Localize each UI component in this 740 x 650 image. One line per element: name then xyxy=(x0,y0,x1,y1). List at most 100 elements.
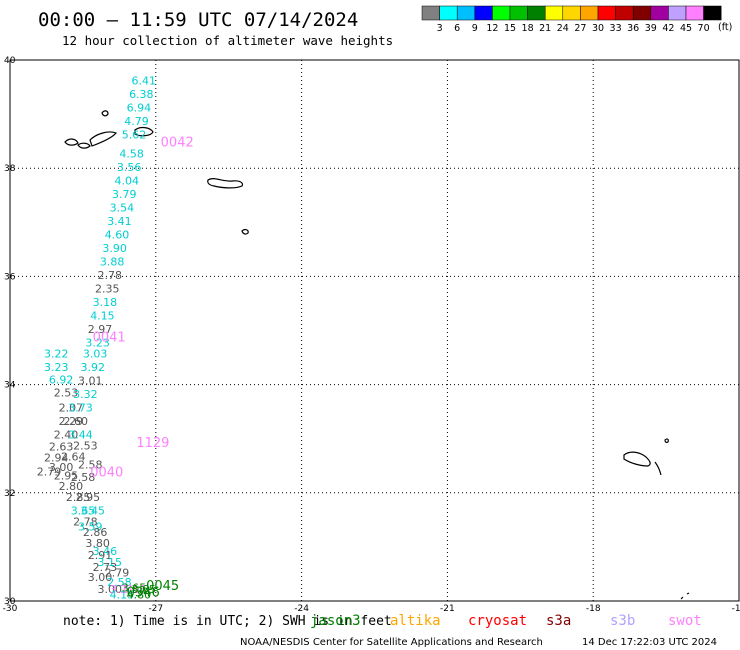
satellite-legend-swot: swot xyxy=(668,613,702,629)
x-tick-label: -15 xyxy=(732,604,740,614)
wave-height-label: 3.45 xyxy=(80,504,105,517)
wave-height-label: 3.54 xyxy=(110,201,135,214)
pass-time-label: 0346 xyxy=(127,586,160,601)
wave-height-label: 3.18 xyxy=(93,296,118,309)
wave-height-label: 3.46 xyxy=(93,545,118,558)
colorbar-swatch xyxy=(544,5,564,21)
wave-height-label: 2.85 xyxy=(66,491,91,504)
pass-time-label: 1129 xyxy=(136,436,169,451)
wave-height-label: 2.29 xyxy=(59,415,84,428)
satellite-legend: jason3 altika cryosat s3a s3b swot xyxy=(310,613,702,629)
colorbar-swatch xyxy=(456,5,476,21)
colorbar-swatch xyxy=(421,5,440,21)
colorbar-swatch xyxy=(562,5,581,21)
colorbar-tick-label: 45 xyxy=(680,23,692,34)
wave-height-label: 2.95 xyxy=(76,491,101,504)
wave-height-label: 6.41 xyxy=(132,74,157,87)
colorbar-tick-label: 6 xyxy=(454,23,460,34)
colorbar-swatch xyxy=(632,5,652,21)
wave-height-label: 2.40 xyxy=(54,429,79,442)
wave-height-label: 2.07 xyxy=(59,402,84,415)
chart-subtitle: 12 hour collection of altimeter wave hei… xyxy=(62,33,393,48)
wave-height-label: 3.90 xyxy=(102,242,127,255)
colorbar-tick-label: 24 xyxy=(557,23,569,34)
footer-note: note: 1) Time is in UTC; 2) SWH is in fe… xyxy=(63,614,392,629)
wave-height-label: 3.22 xyxy=(44,348,69,361)
wave-height-label: 2.79 xyxy=(105,567,129,580)
island-outline xyxy=(89,131,117,147)
island-outline xyxy=(134,126,154,137)
wave-height-label: 6.38 xyxy=(129,88,154,101)
pass-time-label: 0045 xyxy=(146,579,179,594)
wave-height-label: 2.58 xyxy=(71,471,96,484)
wave-height-label: 2.91 xyxy=(88,549,113,562)
island-outline xyxy=(64,138,79,146)
colorbar-tick-label: 3 xyxy=(437,23,443,34)
colorbar-swatch xyxy=(492,5,511,21)
colorbar-swatch xyxy=(580,5,599,21)
wave-height-label: 3.21 xyxy=(110,583,135,596)
island-outline xyxy=(664,438,669,443)
satellite-legend-s3a: s3a xyxy=(546,613,571,629)
wave-height-label: 3.00 xyxy=(49,461,74,474)
pass-time-label: 0040 xyxy=(90,466,123,481)
wave-height-label: 3.65 xyxy=(132,583,157,596)
wave-height-label: 4.58 xyxy=(119,147,144,160)
colorbar-tick-label: 30 xyxy=(592,23,604,34)
wave-height-label: 2.97 xyxy=(88,323,113,336)
colorbar-swatch xyxy=(668,5,687,21)
colorbar-swatch xyxy=(509,5,528,21)
wave-height-label: 3.88 xyxy=(100,256,125,269)
wave-height-label: 3.80 xyxy=(85,537,110,550)
x-tick-label: -21 xyxy=(440,604,455,614)
plot-area: 6.416.386.944.795.62 4.583.564.043.793.54… xyxy=(9,59,740,602)
wave-height-label: 3.15 xyxy=(97,556,122,569)
colorbar-swatch xyxy=(650,5,669,21)
colorbar-swatch xyxy=(615,5,634,21)
footer-credit: NOAA/NESDIS Center for Satellite Applica… xyxy=(240,637,543,648)
colorbar-tick-label: 39 xyxy=(645,23,657,34)
wave-height-label: 3.01 xyxy=(78,375,103,388)
wave-height-label: 2.78 xyxy=(97,269,122,282)
plot-frame xyxy=(9,59,740,602)
x-tick-label: -27 xyxy=(148,604,163,614)
y-tick-label: 30 xyxy=(4,597,16,607)
wave-height-label: 2.63 xyxy=(49,441,74,454)
x-tick-label: -24 xyxy=(294,604,309,614)
island-outline xyxy=(101,110,109,117)
colorbar-swatch xyxy=(439,5,458,21)
island-outline xyxy=(207,178,244,189)
wave-height-label: 4.04 xyxy=(114,174,138,187)
pass-time-label: 0042 xyxy=(161,136,194,151)
wave-height-label: 2.53 xyxy=(54,387,79,400)
colorbar-tick-label: 15 xyxy=(504,23,516,34)
wave-height-label: 3.23 xyxy=(85,337,110,350)
wave-height-label: 3.00 xyxy=(97,583,122,596)
y-tick-label: 36 xyxy=(4,272,16,282)
wave-height-label: 3.65 xyxy=(71,504,96,517)
wave-height-label: 3.65 xyxy=(122,581,147,594)
wave-height-label: 2.58 xyxy=(107,576,132,589)
island-outline xyxy=(623,451,651,467)
colorbar-swatch xyxy=(685,5,704,21)
wave-height-label: 2.79 xyxy=(37,465,62,478)
satellite-legend-altika: altika xyxy=(390,613,441,629)
colorbar-swatch xyxy=(527,5,546,21)
wave-height-label: 2.35 xyxy=(95,283,120,296)
wave-height-label: 2.73 xyxy=(93,561,118,574)
wave-height-label: 2.58 xyxy=(78,458,103,471)
wave-height-label: 4.60 xyxy=(105,229,129,242)
wave-height-label: 3.32 xyxy=(73,388,98,401)
wave-height-label: 6.92 xyxy=(49,374,74,387)
colorbar-swatch xyxy=(597,5,616,21)
wave-height-label: 3.59 xyxy=(78,521,103,534)
colorbar-tick-label: 33 xyxy=(610,23,622,34)
colorbar-tick-label: 18 xyxy=(522,23,534,34)
wave-height-label: 5.62 xyxy=(122,128,147,141)
colorbar-swatch xyxy=(703,5,722,21)
colorbar-tick-label: 27 xyxy=(574,23,586,34)
wave-height-label: 3.16 xyxy=(122,583,147,596)
wave-height-label: 2.86 xyxy=(83,526,108,539)
